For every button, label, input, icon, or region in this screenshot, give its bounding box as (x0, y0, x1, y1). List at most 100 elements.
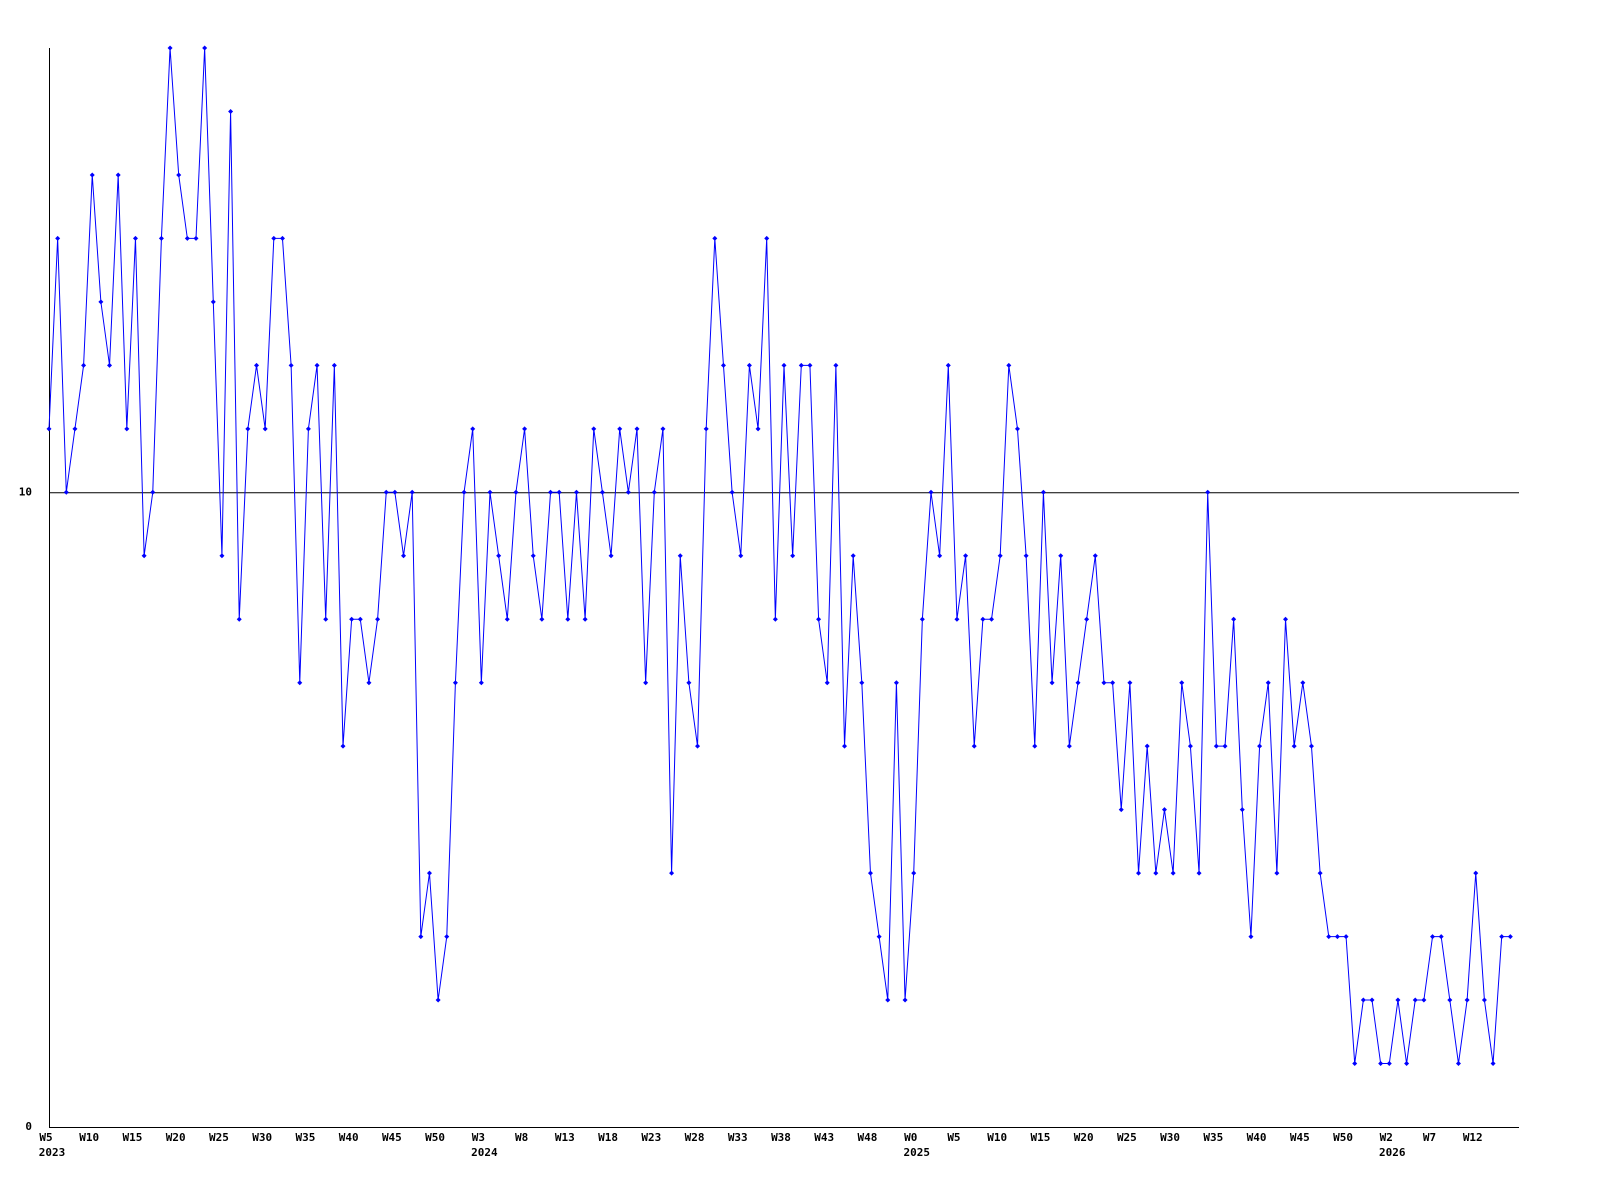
data-point (807, 362, 813, 368)
data-point (1136, 870, 1142, 876)
data-point (504, 616, 510, 622)
y-tick-label: 0 (25, 1120, 32, 1133)
x-tick-label: W7 (1423, 1131, 1436, 1144)
data-point (1404, 1061, 1410, 1067)
data-point (496, 553, 502, 559)
data-point (1352, 1061, 1358, 1067)
data-point (1334, 934, 1340, 940)
data-point (867, 870, 873, 876)
data-point (63, 489, 69, 495)
data-point (1421, 997, 1427, 1003)
data-point (582, 616, 588, 622)
data-point (279, 235, 285, 241)
data-point (392, 489, 398, 495)
data-point (1006, 362, 1012, 368)
x-tick-label: W50 (1333, 1131, 1353, 1144)
data-point (513, 489, 519, 495)
data-point (669, 870, 675, 876)
data-point (1032, 743, 1038, 749)
data-point (210, 299, 216, 305)
data-point (305, 426, 311, 432)
x-tick-label: W33 (728, 1131, 748, 1144)
data-point (1395, 997, 1401, 1003)
data-point (1222, 743, 1228, 749)
data-point (115, 172, 121, 178)
data-point (1049, 680, 1055, 686)
data-point (323, 616, 329, 622)
data-point (893, 680, 899, 686)
data-point (1161, 807, 1167, 813)
data-point (245, 426, 251, 432)
data-point (124, 426, 130, 432)
data-point (461, 489, 467, 495)
x-tick-label: W30 (1160, 1131, 1180, 1144)
data-point (193, 235, 199, 241)
data-point (591, 426, 597, 432)
data-point (781, 362, 787, 368)
data-point (184, 235, 190, 241)
data-point (409, 489, 415, 495)
data-point (167, 45, 173, 51)
data-point (755, 426, 761, 432)
data-point (824, 680, 830, 686)
data-point (720, 362, 726, 368)
data-point (772, 616, 778, 622)
data-point (746, 362, 752, 368)
x-tick-label: W20 (1074, 1131, 1094, 1144)
data-point (660, 426, 666, 432)
x-tick-label: W3 (472, 1131, 485, 1144)
data-point (478, 680, 484, 686)
x-tick-label: W10 (79, 1131, 99, 1144)
data-point (1317, 870, 1323, 876)
data-point (1507, 934, 1513, 940)
data-point (487, 489, 493, 495)
x-tick-label: W18 (598, 1131, 618, 1144)
data-point (1153, 870, 1159, 876)
data-point (1170, 870, 1176, 876)
data-point (1066, 743, 1072, 749)
data-point (565, 616, 571, 622)
data-point (150, 489, 156, 495)
data-point (1490, 1061, 1496, 1067)
data-point (1075, 680, 1081, 686)
x-tick-label: W12 (1463, 1131, 1483, 1144)
x-tick-label: W10 (987, 1131, 1007, 1144)
data-point (634, 426, 640, 432)
x-tick-label: W15 (1030, 1131, 1050, 1144)
data-point (1481, 997, 1487, 1003)
x-tick-label: W13 (555, 1131, 575, 1144)
data-point (798, 362, 804, 368)
data-point (530, 553, 536, 559)
data-point (919, 616, 925, 622)
data-point (599, 489, 605, 495)
x-tick-label: W2 (1380, 1131, 1393, 1144)
x-tick-label: W30 (252, 1131, 272, 1144)
data-point (911, 870, 917, 876)
data-point (219, 553, 225, 559)
data-point (383, 489, 389, 495)
x-tick-label: W28 (685, 1131, 705, 1144)
x-tick-label: W38 (771, 1131, 791, 1144)
data-point (539, 616, 545, 622)
x-year-label: 2025 (903, 1146, 930, 1159)
data-point (703, 426, 709, 432)
data-point (1326, 934, 1332, 940)
data-point (816, 616, 822, 622)
data-point (833, 362, 839, 368)
data-point (989, 616, 995, 622)
data-point (1187, 743, 1193, 749)
data-point (1412, 997, 1418, 1003)
x-tick-label: W15 (123, 1131, 143, 1144)
data-point (228, 108, 234, 114)
data-point (608, 553, 614, 559)
x-tick-label: W35 (295, 1131, 315, 1144)
data-point (850, 553, 856, 559)
x-year-label: 2026 (1379, 1146, 1406, 1159)
data-point (997, 553, 1003, 559)
data-line (48, 47, 1511, 1065)
data-point (72, 426, 78, 432)
data-point (262, 426, 268, 432)
data-point (1274, 870, 1280, 876)
